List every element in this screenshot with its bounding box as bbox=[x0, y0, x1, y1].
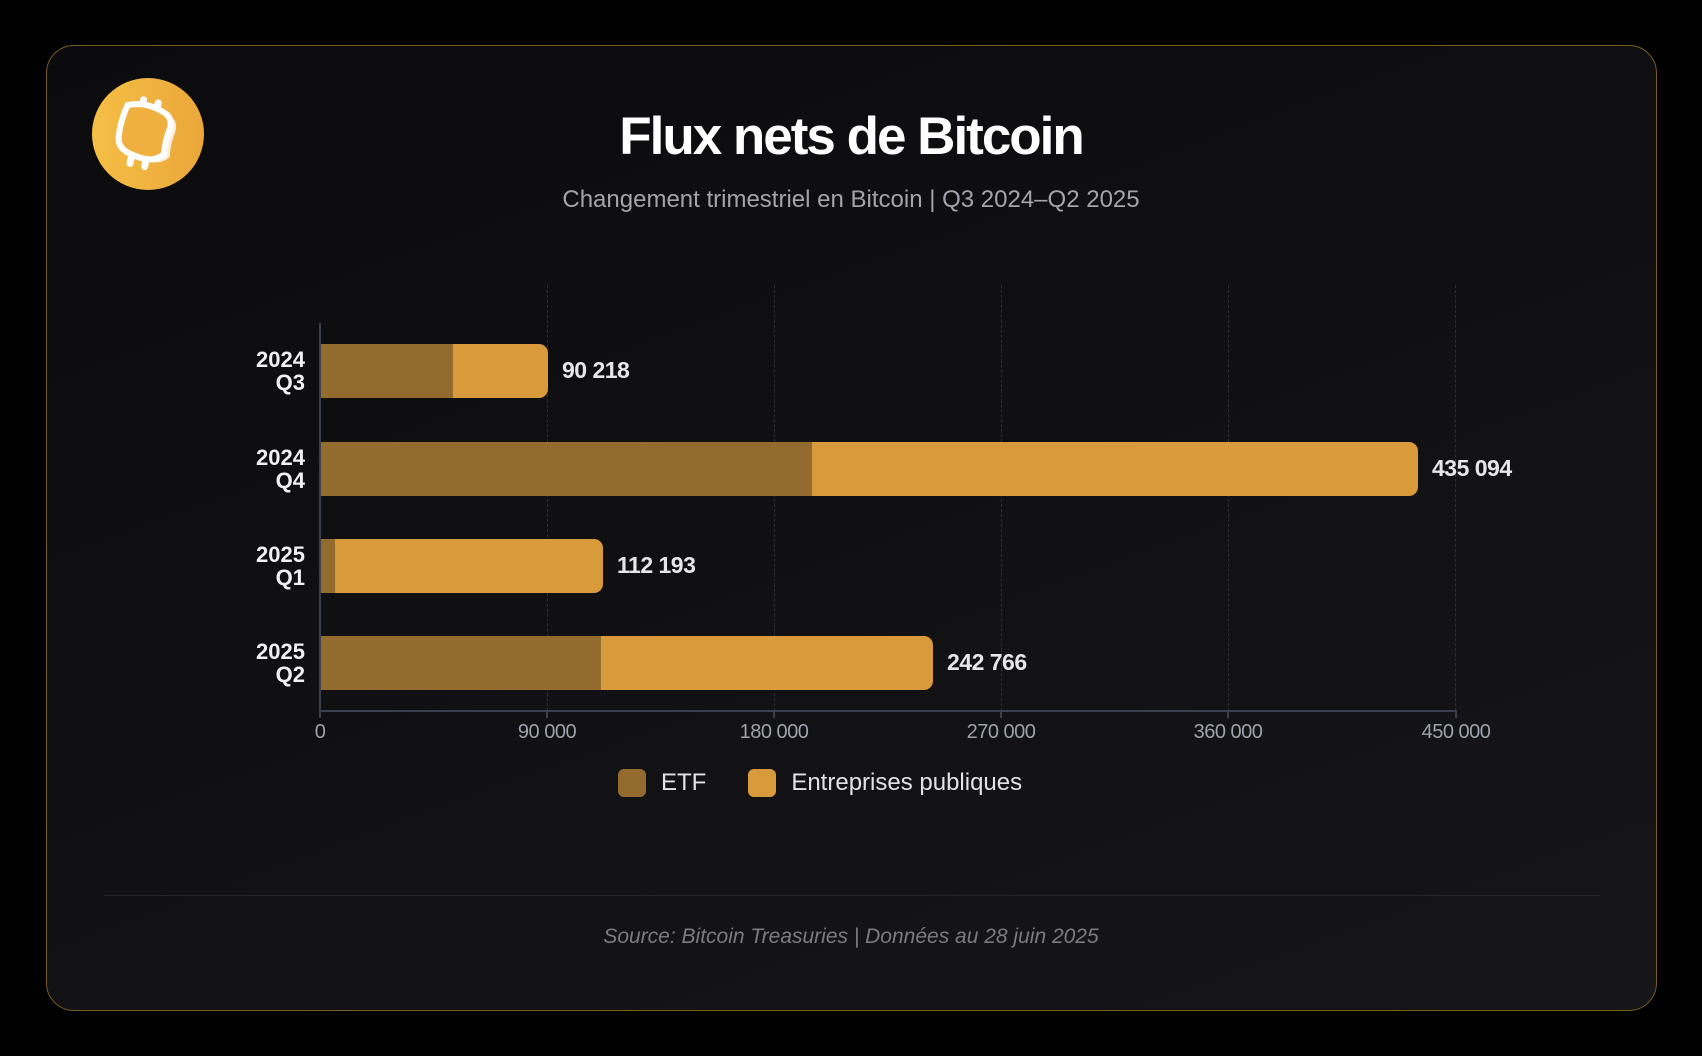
gridline-270000 bbox=[1001, 285, 1002, 711]
legend-label-companies: Entreprises publiques bbox=[791, 769, 1023, 796]
chart-subtitle: Changement trimestriel en Bitcoin | Q3 2… bbox=[562, 186, 1140, 213]
legend-item-etf[interactable]: ETF bbox=[618, 769, 706, 797]
category-year: 2025 bbox=[256, 542, 305, 567]
legend-swatch-etf bbox=[618, 769, 646, 797]
bar-segment-etf[interactable] bbox=[320, 539, 335, 593]
y-category-label: 2024 Q4 bbox=[200, 446, 305, 492]
x-tick-label: 450 000 bbox=[1421, 721, 1491, 743]
bar-2024-q3[interactable] bbox=[320, 344, 548, 398]
category-year: 2024 bbox=[256, 445, 305, 470]
legend-item-companies[interactable]: Entreprises publiques bbox=[748, 769, 1022, 797]
gridline-450000 bbox=[1455, 285, 1456, 711]
category-quarter: Q4 bbox=[275, 468, 305, 493]
legend-label-etf: ETF bbox=[661, 769, 707, 796]
x-tick-label: 0 bbox=[314, 721, 326, 743]
y-category-label: 2025 Q2 bbox=[200, 640, 305, 686]
gridline-180000 bbox=[774, 285, 775, 711]
footer-divider bbox=[104, 895, 1600, 896]
y-category-label: 2024 Q3 bbox=[200, 348, 305, 394]
chart-card bbox=[46, 45, 1657, 1011]
x-tick-label: 90 000 bbox=[517, 721, 577, 743]
chart-title: Flux nets de Bitcoin bbox=[619, 107, 1085, 166]
bitcoin-toast-logo-icon bbox=[92, 78, 204, 190]
y-category-label: 2025 Q1 bbox=[200, 543, 305, 589]
category-year: 2025 bbox=[256, 639, 305, 664]
source-note: Source: Bitcoin Treasuries | Données au … bbox=[603, 925, 1099, 948]
x-tick-label: 360 000 bbox=[1193, 721, 1263, 743]
bar-2025-q2[interactable] bbox=[320, 636, 933, 690]
bar-value-label: 112 193 bbox=[617, 552, 696, 578]
x-tick bbox=[319, 711, 321, 718]
x-tick bbox=[546, 711, 548, 718]
category-year: 2024 bbox=[256, 347, 305, 372]
bar-value-label: 242 766 bbox=[947, 649, 1027, 675]
category-quarter: Q1 bbox=[275, 565, 305, 590]
bar-2024-q4[interactable] bbox=[320, 442, 1418, 496]
x-tick bbox=[773, 711, 775, 718]
gridline-360000 bbox=[1228, 285, 1229, 711]
x-tick-label: 180 000 bbox=[739, 721, 809, 743]
bar-segment-etf[interactable] bbox=[320, 636, 601, 690]
bar-segment-etf[interactable] bbox=[320, 442, 812, 496]
x-tick bbox=[1455, 711, 1457, 718]
x-tick bbox=[1000, 711, 1002, 718]
category-quarter: Q3 bbox=[275, 370, 305, 395]
x-tick-label: 270 000 bbox=[966, 721, 1036, 743]
x-axis-line bbox=[319, 710, 1457, 712]
chart-legend: ETF Entreprises publiques bbox=[618, 768, 1064, 798]
bar-value-label: 90 218 bbox=[562, 357, 630, 383]
y-axis-line bbox=[319, 323, 321, 712]
bar-segment-etf[interactable] bbox=[320, 344, 453, 398]
legend-swatch-companies bbox=[748, 769, 777, 797]
bar-2025-q1[interactable] bbox=[320, 539, 603, 593]
bar-value-label: 435 094 bbox=[1432, 455, 1512, 481]
category-quarter: Q2 bbox=[275, 662, 305, 687]
gridline-90000 bbox=[547, 285, 548, 711]
x-tick bbox=[1227, 711, 1229, 718]
